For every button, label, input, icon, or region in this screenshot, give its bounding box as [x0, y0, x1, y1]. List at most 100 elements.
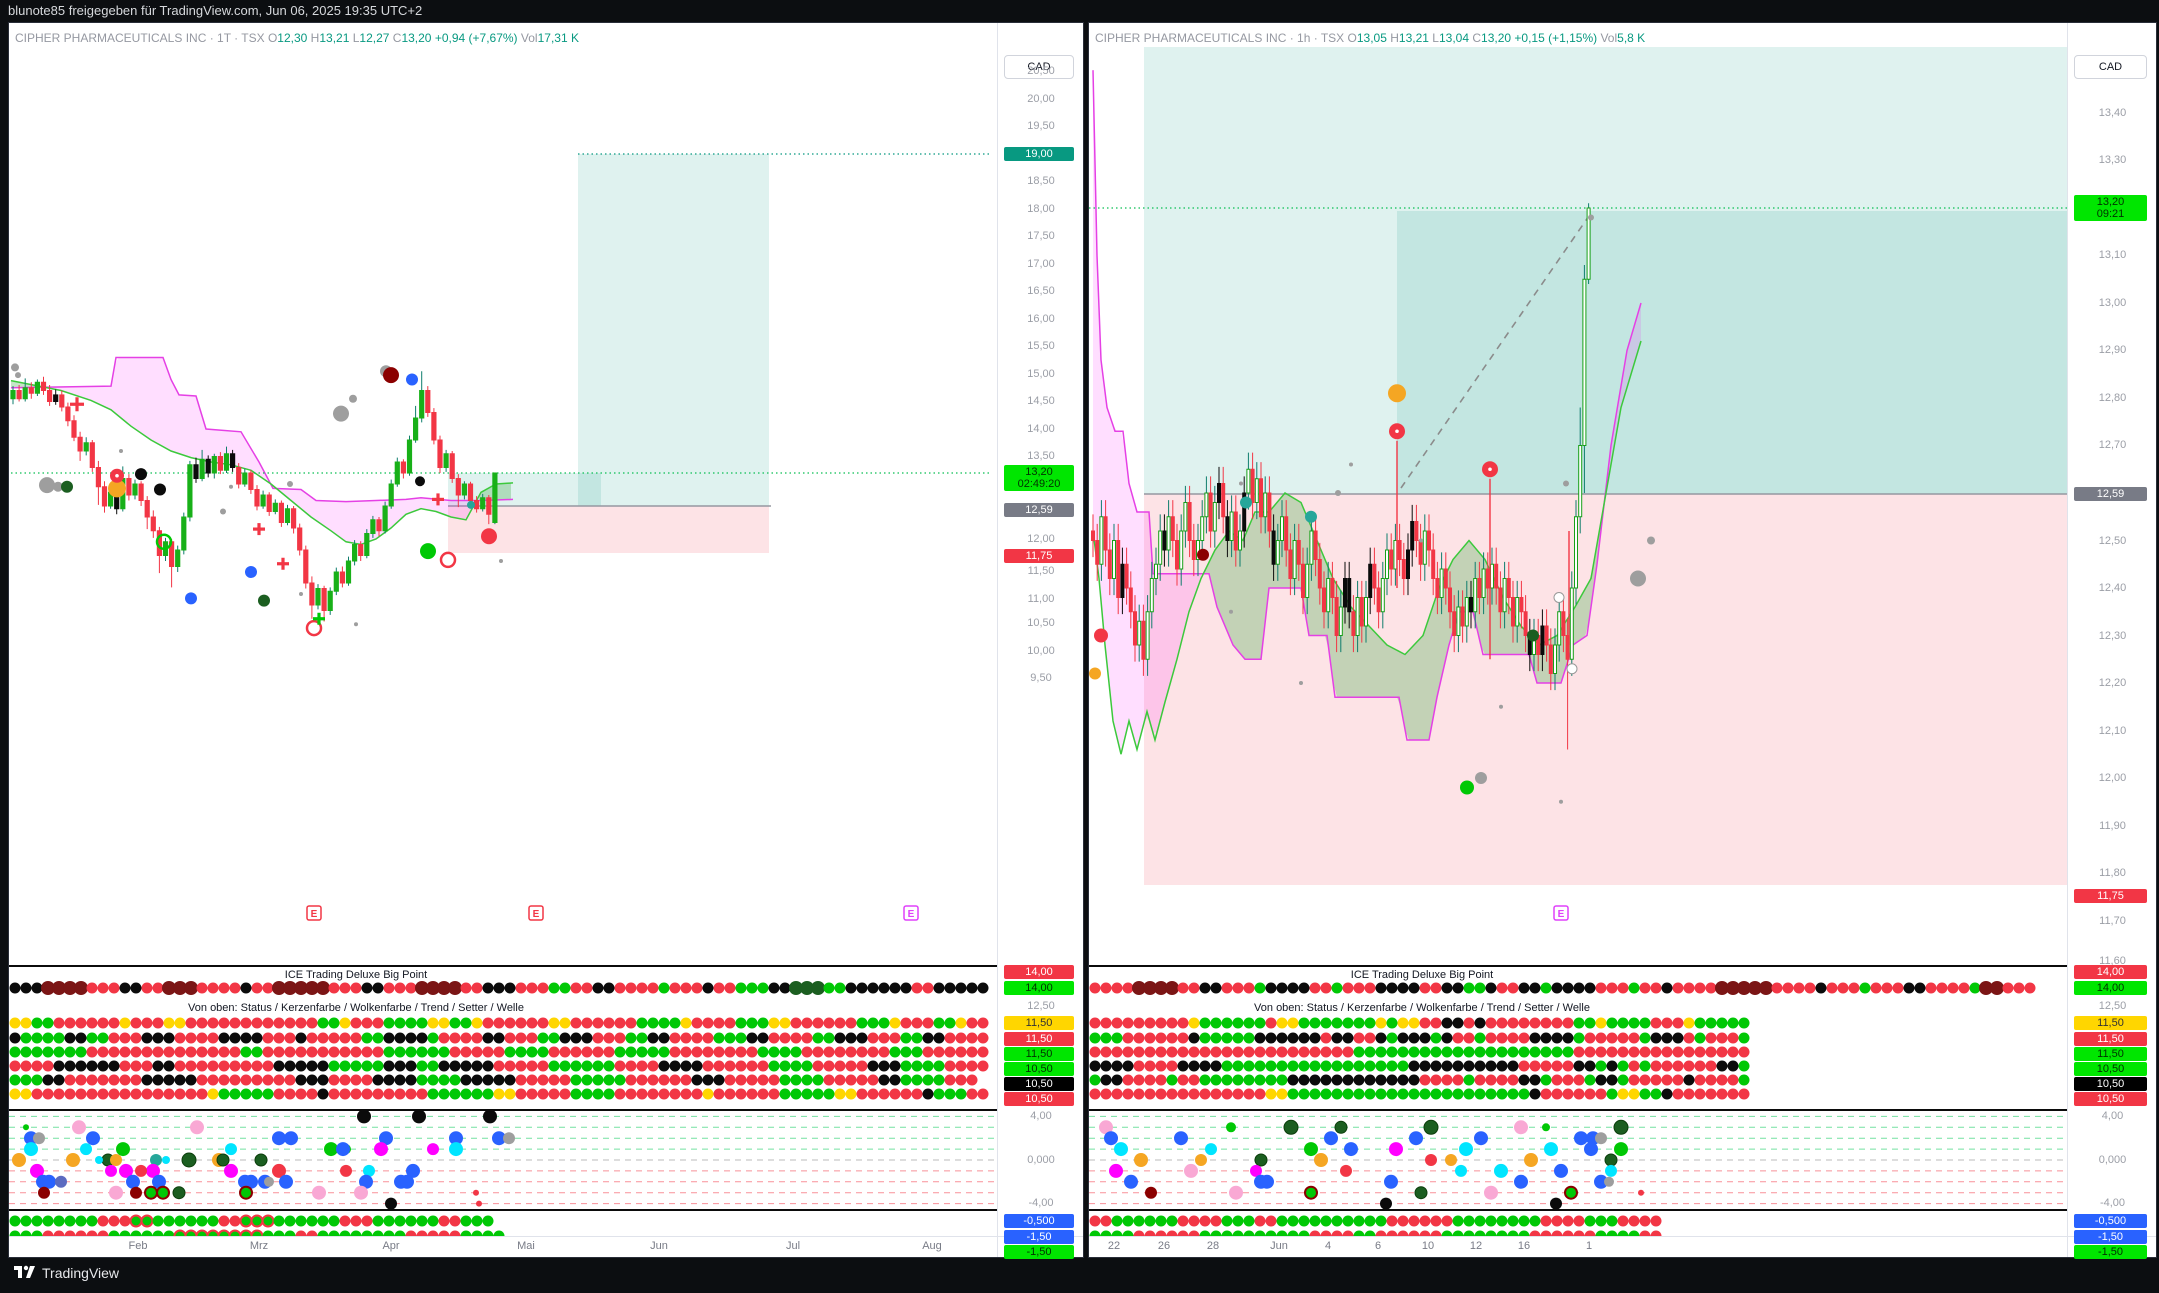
- price-tick-label: 12,50: [2098, 1000, 2127, 1012]
- price-tick-label: 11,70: [2099, 915, 2126, 927]
- price-label-badge: 13,20 09:21: [2074, 195, 2147, 221]
- candles: [10, 371, 498, 622]
- symbol-title-right[interactable]: CIPHER PHARMACEUTICALS INC · 1h · TSX O1…: [1095, 31, 1646, 45]
- time-tick-label: Jun: [650, 1240, 668, 1252]
- price-tick-label: -4,00: [1028, 1197, 1054, 1209]
- time-axis-left[interactable]: Feb Mrz Apr Mai Jun Jul Aug: [9, 1236, 1083, 1257]
- price-label-badge: 11,50: [2074, 1047, 2147, 1061]
- price-tick-label: 13,40: [2098, 107, 2127, 119]
- price-tick-label: 18,50: [1027, 175, 1055, 187]
- chart-pane-left: E E E CIPHER PHARMACEUTICALS INC · 1T · TSX…: [8, 22, 1084, 1261]
- signal-markers: [1089, 214, 1655, 804]
- price-label-badge: -1,50: [2074, 1245, 2147, 1259]
- price-tick-label: 10,00: [1027, 645, 1055, 657]
- price-tick-label: 10,50: [1027, 617, 1055, 629]
- price-tick-label: 12,40: [2098, 582, 2127, 594]
- price-label-badge: 19,00: [1004, 147, 1074, 161]
- price-chart-right[interactable]: E: [1089, 23, 2067, 1261]
- price-tick-label: 18,00: [1027, 203, 1055, 215]
- earnings-icon: [1553, 905, 1569, 921]
- price-label-badge: 10,50: [1004, 1077, 1074, 1091]
- svg-text:E: E: [311, 909, 318, 920]
- time-tick-label: Feb: [128, 1240, 148, 1252]
- symbol-title-left[interactable]: CIPHER PHARMACEUTICALS INC · 1T · TSX O1…: [15, 31, 579, 45]
- price-label-badge: 11,50: [2074, 1032, 2147, 1046]
- time-tick-label: 22: [1107, 1240, 1121, 1252]
- price-tick-label: 12,00: [2098, 772, 2127, 784]
- chart-pane-right: E CIPHER PHARMACEUTICALS INC · 1h · TSX O…: [1088, 22, 2157, 1261]
- price-label-badge: -1,50: [2074, 1230, 2147, 1244]
- price-tick-label: 12,00: [1027, 533, 1055, 545]
- price-label-badge: 11,75: [2074, 889, 2147, 903]
- svg-text:E: E: [908, 909, 915, 920]
- price-label-badge: 10,50: [2074, 1062, 2147, 1076]
- earnings-icon: [528, 905, 544, 921]
- indicator-legend: Von oben: Status / Kerzenfarbe / Wolkenf…: [188, 1002, 524, 1014]
- price-label-badge: 11,50: [1004, 1032, 1074, 1046]
- price-tick-label: 20,00: [1027, 93, 1055, 105]
- indicator-title[interactable]: ICE Trading Deluxe Big Point: [1350, 969, 1494, 981]
- currency-button[interactable]: CAD: [1004, 55, 1074, 79]
- time-tick-label: 26: [1157, 1240, 1171, 1252]
- price-tick-label: 14,50: [1027, 395, 1055, 407]
- price-tick-label: 12,50: [2098, 535, 2127, 547]
- price-label-badge: 14,00: [2074, 965, 2147, 979]
- time-tick-label: Mrz: [249, 1240, 269, 1252]
- kumo-upper-line: [1092, 70, 1642, 741]
- price-label-badge: 10,50: [1004, 1092, 1074, 1106]
- price-tick-label: 13,50: [1027, 450, 1055, 462]
- price-label-badge: 12,59: [1004, 503, 1074, 517]
- price-label-badge: 11,50: [2074, 1016, 2147, 1030]
- price-tick-label: 20,50: [1027, 65, 1055, 77]
- price-tick-label: 17,50: [1027, 230, 1055, 242]
- price-tick-label: 15,00: [1027, 368, 1055, 380]
- time-tick-label: Jun: [1270, 1240, 1288, 1252]
- footer-bar: TradingView: [0, 1258, 2159, 1293]
- price-tick-label: 11,00: [1027, 593, 1055, 605]
- price-scale-left[interactable]: CAD 20,50 20,00 19,50 19,00 18,50 18,00 17,50 17…: [997, 23, 1084, 1259]
- time-tick-label: 12: [1469, 1240, 1483, 1252]
- price-tick-label: 16,50: [1027, 285, 1055, 297]
- time-tick-label: Aug: [922, 1240, 942, 1252]
- ichimoku-cloud: [47, 357, 267, 482]
- indicator-title[interactable]: ICE Trading Deluxe Big Point: [284, 969, 428, 981]
- price-tick-label: 4,00: [1030, 1110, 1052, 1122]
- svg-text:E: E: [1558, 909, 1565, 920]
- time-tick-label: 16: [1517, 1240, 1531, 1252]
- time-tick-label: 10: [1421, 1240, 1435, 1252]
- price-label-badge: -1,50: [1004, 1230, 1074, 1244]
- tradingview-logo[interactable]: TradingView: [14, 1264, 119, 1282]
- price-label-badge: 14,00: [1004, 981, 1074, 995]
- symbol-name: CIPHER PHARMACEUTICALS INC · 1T · TSX: [15, 31, 265, 45]
- kumo-upper-line: [10, 356, 514, 503]
- time-tick-label: 6: [1374, 1240, 1382, 1252]
- ichimoku-cloud: [279, 488, 475, 545]
- svg-text:E: E: [533, 909, 540, 920]
- price-label-badge: 10,50: [1004, 1062, 1074, 1076]
- price-tick-label: 14,00: [1027, 423, 1055, 435]
- currency-button[interactable]: CAD: [2074, 55, 2147, 79]
- price-label-badge: 10,50: [2074, 1077, 2147, 1091]
- price-tick-label: 19,50: [1027, 120, 1055, 132]
- time-axis-right[interactable]: 22 26 28 Jun 4 6 10 12 16 1: [1089, 1236, 2156, 1257]
- price-tick-label: 12,80: [2098, 392, 2127, 404]
- time-tick-label: Apr: [382, 1240, 400, 1252]
- price-scale-right[interactable]: CAD 13,40 13,30 13,20 09:21 13,10 13,00 12,90 12…: [2067, 23, 2157, 1259]
- price-tick-label: 13,30: [2098, 154, 2127, 166]
- price-tick-label: 12,30: [2098, 630, 2127, 642]
- price-tick-label: 13,10: [2098, 249, 2127, 261]
- tradingview-logo-text: TradingView: [42, 1265, 120, 1281]
- price-label-badge: 11,75: [1004, 549, 1074, 563]
- price-label-badge: 14,00: [2074, 981, 2147, 995]
- price-tick-label: -4,00: [2099, 1197, 2126, 1209]
- price-tick-label: 12,90: [2098, 344, 2127, 356]
- price-tick-label: 13,00: [2098, 297, 2127, 309]
- price-tick-label: 9,50: [1030, 672, 1052, 684]
- teal-position-box: [1144, 47, 2067, 494]
- price-label-badge: -1,50: [1004, 1245, 1074, 1259]
- price-label-badge: 12,59: [2074, 487, 2147, 501]
- teal-position-box: [578, 154, 769, 506]
- time-tick-label: 1: [1585, 1240, 1593, 1252]
- price-tick-label: 11,60: [2099, 955, 2126, 967]
